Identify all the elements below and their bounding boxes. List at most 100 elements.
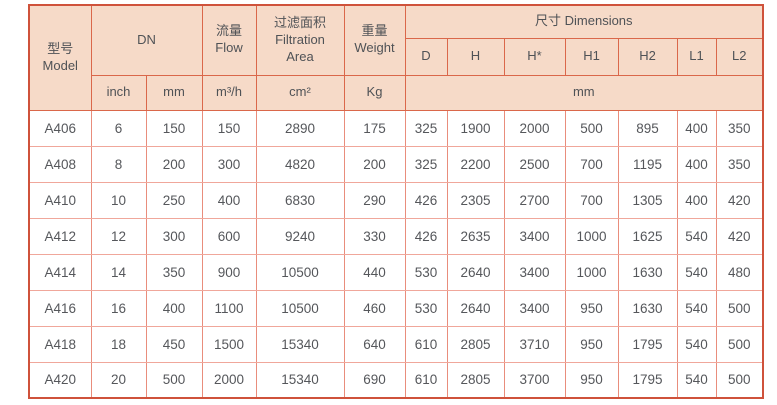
value-cell: 2700: [503, 181, 566, 219]
model-cell: A418: [28, 325, 92, 363]
model-cell: A416: [28, 289, 92, 327]
value-cell: 540: [676, 361, 717, 399]
value-cell: 460: [343, 289, 406, 327]
value-cell: 1795: [617, 325, 678, 363]
model-cell: A420: [28, 361, 92, 399]
value-cell: 690: [343, 361, 406, 399]
value-cell: 500: [145, 361, 203, 399]
table-row: A406 6 150 150 2890 175 325 1900 2000 500 895 400 35…: [28, 109, 764, 147]
value-cell: 200: [145, 145, 203, 183]
header-weight: 重量 Weight: [343, 4, 406, 76]
value-cell: 600: [201, 217, 257, 255]
value-cell: 2805: [446, 361, 505, 399]
value-cell: 450: [145, 325, 203, 363]
unit-area: cm²: [255, 74, 345, 111]
value-cell: 400: [676, 145, 717, 183]
header-dim-hstar: H*: [503, 37, 566, 76]
value-cell: 12: [90, 217, 147, 255]
value-cell: 440: [343, 253, 406, 291]
value-cell: 540: [676, 325, 717, 363]
value-cell: 18: [90, 325, 147, 363]
unit-flow: m³/h: [201, 74, 257, 111]
value-cell: 14: [90, 253, 147, 291]
header-row-units: inch mm m³/h cm² Kg mm: [29, 74, 764, 111]
value-cell: 1000: [564, 217, 619, 255]
value-cell: 2200: [446, 145, 505, 183]
table-body: A406 6 150 150 2890 175 325 1900 2000 500 895 400 35…: [28, 109, 764, 399]
header-dim-h: H: [446, 37, 505, 76]
spec-table: 型号 Model DN 流量 Flow 过滤面积 Filtration Area…: [28, 4, 765, 399]
value-cell: 150: [201, 109, 257, 147]
header-dim-d: D: [404, 37, 448, 76]
model-cell: A406: [28, 109, 92, 147]
value-cell: 1500: [201, 325, 257, 363]
value-cell: 2890: [255, 109, 345, 147]
value-cell: 950: [564, 325, 619, 363]
value-cell: 530: [404, 289, 448, 327]
value-cell: 400: [676, 181, 717, 219]
value-cell: 700: [564, 181, 619, 219]
value-cell: 9240: [255, 217, 345, 255]
value-cell: 2640: [446, 289, 505, 327]
table-row: A412 12 300 600 9240 330 426 2635 3400 1000 1625 54…: [28, 217, 764, 255]
header-model: 型号 Model: [28, 4, 92, 111]
value-cell: 3400: [503, 289, 566, 327]
value-cell: 20: [90, 361, 147, 399]
value-cell: 1795: [617, 361, 678, 399]
value-cell: 300: [145, 217, 203, 255]
value-cell: 1195: [617, 145, 678, 183]
table-row: A416 16 400 1100 10500 460 530 2640 3400 950 1630 5…: [28, 289, 764, 327]
header-row-2: D H H* H1 H2 L1 L2: [29, 37, 764, 76]
value-cell: 530: [404, 253, 448, 291]
unit-dimensions: mm: [404, 74, 764, 111]
value-cell: 350: [145, 253, 203, 291]
value-cell: 2305: [446, 181, 505, 219]
value-cell: 175: [343, 109, 406, 147]
value-cell: 420: [715, 217, 764, 255]
value-cell: 1900: [446, 109, 505, 147]
value-cell: 10500: [255, 253, 345, 291]
value-cell: 400: [676, 109, 717, 147]
value-cell: 200: [343, 145, 406, 183]
value-cell: 2000: [201, 361, 257, 399]
value-cell: 3400: [503, 253, 566, 291]
model-cell: A408: [28, 145, 92, 183]
value-cell: 325: [404, 145, 448, 183]
value-cell: 420: [715, 181, 764, 219]
value-cell: 400: [201, 181, 257, 219]
table-row: A420 20 500 2000 15340 690 610 2805 3700 950 1795 5…: [28, 361, 764, 399]
value-cell: 895: [617, 109, 678, 147]
model-cell: A410: [28, 181, 92, 219]
model-cell: A412: [28, 217, 92, 255]
value-cell: 900: [201, 253, 257, 291]
value-cell: 1630: [617, 253, 678, 291]
value-cell: 15340: [255, 325, 345, 363]
value-cell: 700: [564, 145, 619, 183]
value-cell: 3710: [503, 325, 566, 363]
value-cell: 350: [715, 109, 764, 147]
value-cell: 350: [715, 145, 764, 183]
value-cell: 300: [201, 145, 257, 183]
value-cell: 250: [145, 181, 203, 219]
value-cell: 2640: [446, 253, 505, 291]
value-cell: 10500: [255, 289, 345, 327]
value-cell: 400: [145, 289, 203, 327]
value-cell: 1100: [201, 289, 257, 327]
header-filtration-area: 过滤面积 Filtration Area: [255, 4, 345, 76]
value-cell: 6: [90, 109, 147, 147]
value-cell: 640: [343, 325, 406, 363]
value-cell: 950: [564, 289, 619, 327]
value-cell: 500: [715, 289, 764, 327]
value-cell: 540: [676, 289, 717, 327]
value-cell: 2805: [446, 325, 505, 363]
header-dim-l2: L2: [715, 37, 764, 76]
value-cell: 950: [564, 361, 619, 399]
table-header: 型号 Model DN 流量 Flow 过滤面积 Filtration Area…: [28, 4, 764, 111]
value-cell: 330: [343, 217, 406, 255]
value-cell: 540: [676, 217, 717, 255]
header-row-1: 型号 Model DN 流量 Flow 过滤面积 Filtration Area…: [28, 4, 764, 111]
value-cell: 540: [676, 253, 717, 291]
value-cell: 2635: [446, 217, 505, 255]
value-cell: 610: [404, 325, 448, 363]
table-row: A410 10 250 400 6830 290 426 2305 2700 700 1305 400…: [28, 181, 764, 219]
